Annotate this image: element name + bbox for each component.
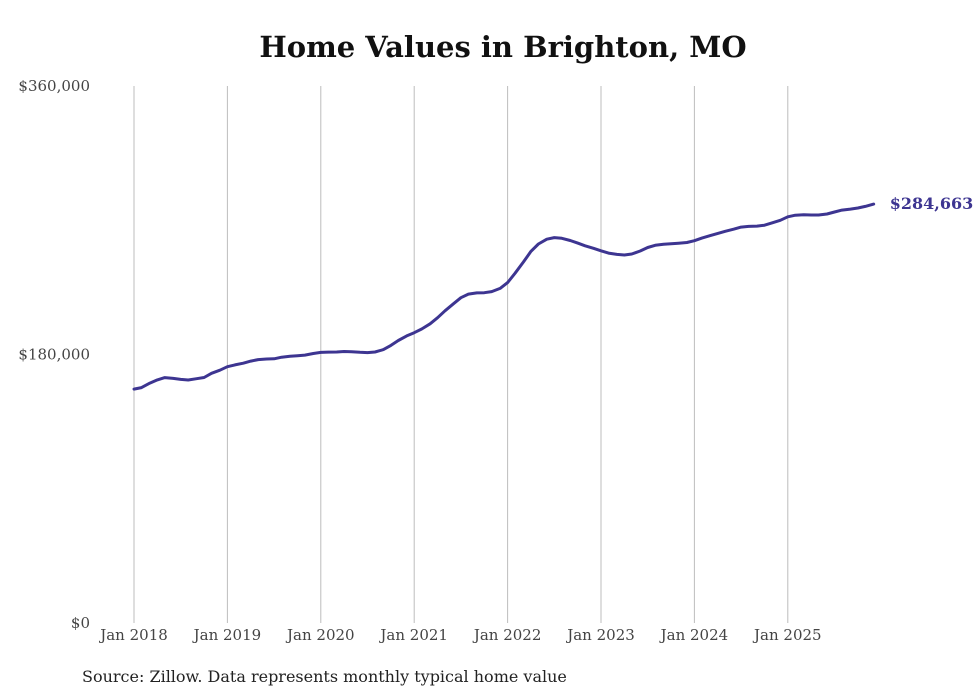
chart-plot: $0$180,000$360,000 Jan 2018 Jan 2019 Jan 2… (18, 77, 974, 644)
grid-layer (133, 86, 789, 623)
source-note: Source: Zillow. Data represents monthly … (82, 667, 567, 686)
chart-title: Home Values in Brighton, MO (259, 30, 747, 64)
series-line (132, 202, 876, 391)
x-tick-label: Jan 2019 (192, 626, 262, 644)
y-tick-label: $0 (71, 614, 90, 632)
x-tick-label: Jan 2020 (285, 626, 355, 644)
x-tick-label: Jan 2018 (98, 626, 168, 644)
series-layer: $284,663 (132, 194, 974, 391)
y-axis-ticks: $0 $180,000 $360,000 (18, 77, 90, 632)
y-tick-label: $180,000 (18, 346, 90, 364)
y-tick-label: $360,000 (18, 77, 90, 95)
x-tick-label: Jan 2021 (378, 626, 448, 644)
x-tick-label: Jan 2022 (472, 626, 542, 644)
series-end-label: $284,663 (890, 194, 974, 213)
x-axis-ticks: Jan 2018 Jan 2019 Jan 2020 Jan 2021 Jan 2022… (98, 626, 821, 644)
x-tick-label: Jan 2024 (659, 626, 729, 644)
x-tick-label: Jan 2023 (565, 626, 635, 644)
x-tick-label: Jan 2025 (752, 626, 822, 644)
